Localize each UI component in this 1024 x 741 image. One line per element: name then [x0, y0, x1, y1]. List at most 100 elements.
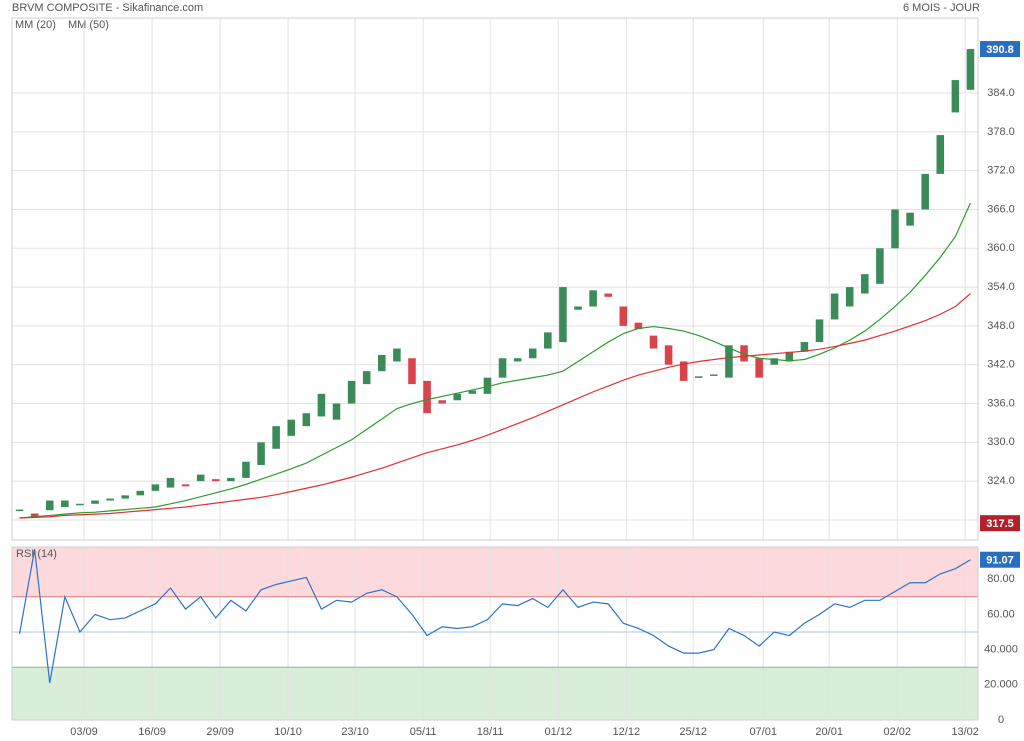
x-tick-label: 03/09 [70, 726, 98, 738]
candle [196, 474, 205, 482]
chart-title: BRVM COMPOSITE - Sikafinance.com [12, 2, 203, 14]
x-tick-label: 18/11 [477, 726, 504, 738]
rsi-tick-label: 40.000 [984, 644, 1018, 656]
price-tag-label: 390.8 [986, 44, 1014, 56]
candle [347, 380, 356, 404]
frame [11, 546, 979, 721]
candle [287, 419, 296, 436]
x-tick-label: 29/09 [206, 726, 234, 738]
candle [891, 209, 899, 249]
legend-entry: MM (20) [15, 19, 56, 31]
candle [106, 498, 114, 501]
candle [574, 306, 582, 310]
rsi-tick-label: 60.00 [987, 608, 1015, 620]
candle [664, 345, 673, 365]
candle [936, 135, 945, 174]
candle [438, 400, 446, 404]
y-tick-label: 342.0 [987, 359, 1015, 371]
x-tick-label: 05/11 [410, 726, 437, 738]
rsi-tick-label: 20.000 [984, 679, 1018, 691]
candle [785, 351, 794, 362]
candle [906, 212, 914, 226]
candle [468, 390, 477, 394]
x-tick-label: 12/12 [613, 726, 641, 738]
candle [619, 306, 628, 326]
candle [921, 173, 929, 210]
candle [589, 290, 597, 307]
x-tick-label: 20/01 [815, 726, 843, 738]
candle [362, 371, 371, 385]
candle [30, 513, 39, 517]
candle [725, 345, 733, 378]
moving-average [19, 202, 972, 519]
candle [423, 380, 431, 414]
rsi-tag [980, 551, 1020, 568]
y-tick-label: 336.0 [987, 397, 1015, 409]
candle [91, 500, 99, 504]
y-tick-label: 360.0 [987, 242, 1015, 254]
candle [815, 319, 824, 343]
y-tick-label: 348.0 [987, 320, 1015, 332]
period: 6 MOIS - JOUR [903, 2, 980, 14]
candle [740, 345, 748, 362]
candle [227, 477, 235, 482]
candle [483, 377, 492, 394]
candle [498, 358, 507, 378]
candle [257, 442, 265, 465]
candle [242, 461, 250, 478]
x-tick-label: 10/10 [274, 726, 302, 738]
x-tick-label: 25/12 [679, 726, 707, 738]
candle [755, 358, 763, 378]
candle [845, 287, 854, 307]
rsi-tick-label: 80.00 [987, 573, 1015, 585]
candle [151, 484, 160, 491]
candle [136, 490, 145, 496]
candle [211, 479, 220, 482]
candle [378, 355, 386, 372]
x-tick-label: 02/02 [883, 726, 911, 738]
candle [861, 274, 869, 294]
oversold-zone [12, 667, 978, 720]
y-tick-label: 366.0 [987, 203, 1015, 215]
candle [317, 393, 326, 417]
candle [649, 335, 658, 349]
candle [634, 322, 643, 330]
y-tick-label: 354.0 [987, 281, 1015, 293]
frame [11, 17, 979, 541]
candle [332, 403, 341, 420]
y-tick-label: 384.0 [987, 87, 1015, 99]
candle [544, 332, 552, 349]
moving-average [19, 293, 971, 519]
candle [302, 413, 311, 427]
candle [770, 358, 779, 365]
rsi-tag-label: 91.07 [986, 555, 1014, 567]
rsi-line [18, 549, 971, 684]
x-tick-label: 23/10 [341, 726, 369, 738]
candle [61, 500, 69, 508]
candle [800, 342, 809, 352]
candle [121, 495, 129, 499]
candle [679, 361, 688, 381]
candle [559, 287, 567, 343]
candle [15, 509, 24, 512]
legend-entry: MM (50) [68, 19, 109, 31]
candle [272, 426, 280, 449]
candle [528, 348, 537, 359]
x-tick-label: 07/01 [749, 726, 777, 738]
candle [951, 80, 960, 113]
rsi-tick-label: 0 [998, 714, 1004, 726]
candle [513, 358, 522, 362]
y-tick-label: 378.0 [987, 126, 1015, 138]
price-tag [980, 41, 1020, 58]
candle [710, 374, 718, 376]
candle [408, 358, 416, 385]
candle [393, 348, 401, 362]
candle [876, 248, 884, 284]
candle [76, 503, 84, 506]
price-tag [980, 515, 1020, 532]
y-tick-label: 330.0 [987, 436, 1015, 448]
price-tag-label: 317.5 [986, 518, 1014, 530]
candle [453, 393, 462, 401]
